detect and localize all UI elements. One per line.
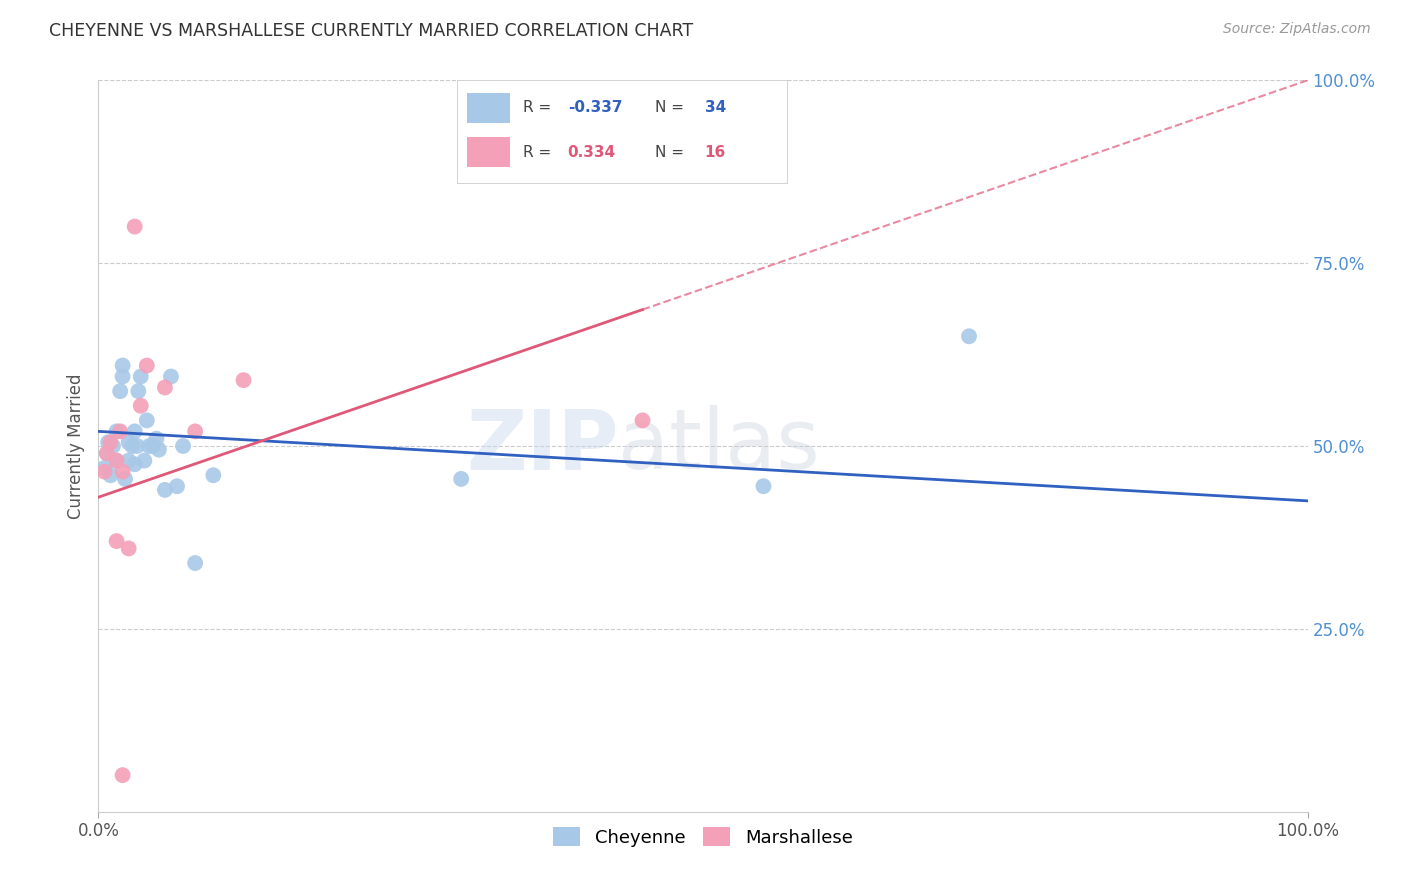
Point [450,472,472,486]
Point [184,556,207,570]
Point [93,461,115,475]
Point [100,435,122,450]
Point [138,439,160,453]
Point [135,359,157,373]
Point [105,425,128,439]
Point [129,369,152,384]
Point [153,380,176,394]
Point [127,439,149,453]
Point [124,425,146,439]
Text: N =: N = [655,101,689,115]
Point [100,468,122,483]
Point [184,425,207,439]
Point [96,446,118,460]
Point [114,472,136,486]
Text: atlas: atlas [619,406,820,486]
Point [160,369,183,384]
Point [957,329,980,343]
Point [752,479,775,493]
Point [232,373,254,387]
Point [111,359,134,373]
Point [148,442,170,457]
Bar [467,136,510,168]
Point [145,432,167,446]
Point [111,465,134,479]
Point [135,413,157,427]
Point [118,541,141,556]
Y-axis label: Currently Married: Currently Married [67,373,86,519]
Point [111,369,134,384]
Text: N =: N = [655,145,689,160]
Legend: Cheyenne, Marshallese: Cheyenne, Marshallese [546,820,860,854]
Text: Source: ZipAtlas.com: Source: ZipAtlas.com [1223,22,1371,37]
Point [118,453,141,467]
Point [142,439,165,453]
Text: R =: R = [523,145,557,160]
Point [121,439,143,453]
Point [105,453,128,467]
Point [134,453,156,467]
Point [93,465,115,479]
Text: ZIP: ZIP [465,406,619,486]
Point [202,468,225,483]
Text: 16: 16 [704,145,725,160]
Point [127,384,149,399]
Bar [467,93,510,123]
Point [118,435,141,450]
Point [96,446,118,460]
Point [153,483,176,497]
Text: R =: R = [523,101,557,115]
Text: CHEYENNE VS MARSHALLESE CURRENTLY MARRIED CORRELATION CHART: CHEYENNE VS MARSHALLESE CURRENTLY MARRIE… [49,22,693,40]
Point [129,399,152,413]
Point [124,457,146,471]
Point [166,479,188,493]
Point [172,439,194,453]
Point [111,768,134,782]
Point [108,425,131,439]
Point [105,453,128,467]
Text: 34: 34 [704,101,725,115]
Point [124,219,146,234]
Point [105,534,128,549]
Text: -0.337: -0.337 [568,101,621,115]
Point [108,384,131,399]
Point [97,435,120,450]
Point [631,413,654,427]
Point [101,439,124,453]
Text: 0.334: 0.334 [568,145,616,160]
